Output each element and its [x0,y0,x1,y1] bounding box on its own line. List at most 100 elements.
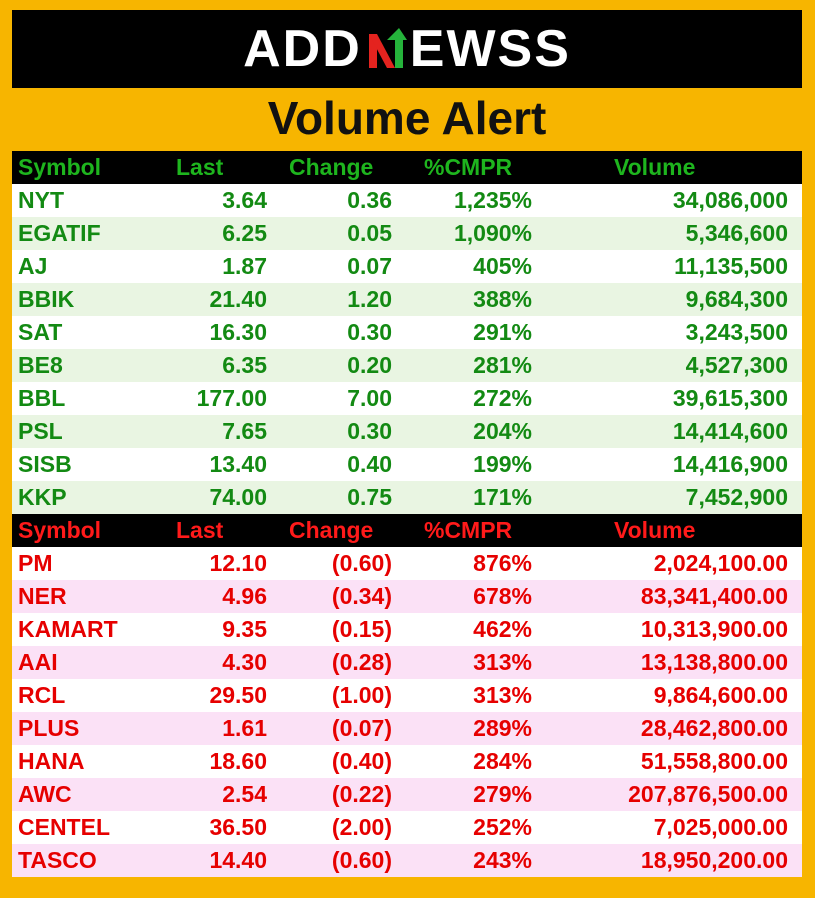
cell-change: (0.60) [331,550,392,576]
cell-change: 0.30 [347,418,392,444]
cell-volume: 7,025,000.00 [653,814,788,840]
cell-pct: 204% [473,418,532,444]
cell-symbol: TASCO [18,847,97,873]
page-title: Volume Alert [267,92,547,144]
cell-volume: 5,346,600 [685,220,788,246]
loser-row: KAMART 9.35 (0.15) 462% 10,313,900.00 [12,613,802,646]
cell-last: 13.40 [209,451,267,477]
cell-change: (1.00) [331,682,392,708]
losers-header-row: Symbol Last Change %CMPR Volume [12,514,802,547]
cell-symbol: SAT [18,319,63,345]
cell-volume: 2,024,100.00 [653,550,788,576]
loser-row: AAI 4.30 (0.28) 313% 13,138,800.00 [12,646,802,679]
cell-change: (0.15) [331,616,392,642]
cell-symbol: SISB [18,451,72,477]
logo-n-mark-icon [368,28,407,68]
loser-row: CENTEL 36.50 (2.00) 252% 7,025,000.00 [12,811,802,844]
cell-volume: 4,527,300 [685,352,788,378]
loser-row: AWC 2.54 (0.22) 279% 207,876,500.00 [12,778,802,811]
losers-section: Symbol Last Change %CMPR Volume PM 12.10 (… [12,514,802,877]
cell-symbol: BBL [18,385,66,411]
cell-symbol: AWC [18,781,72,807]
cell-change: 0.20 [347,352,392,378]
cell-last: 16.30 [209,319,267,345]
cell-volume: 13,138,800.00 [640,649,788,675]
loser-row: NER 4.96 (0.34) 678% 83,341,400.00 [12,580,802,613]
logo-bar: ADD EWSS [12,10,802,88]
gainer-row: AJ 1.87 0.07 405% 11,135,500 [12,250,802,283]
gainer-row: EGATIF 6.25 0.05 1,090% 5,346,600 [12,217,802,250]
cell-last: 14.40 [209,847,267,873]
cell-change: 0.05 [347,220,392,246]
cell-volume: 51,558,800.00 [640,748,788,774]
cell-pct: 1,235% [453,187,532,213]
cell-pct: 279% [473,781,532,807]
cell-change: (0.22) [331,781,392,807]
cell-pct: 1,090% [453,220,532,246]
header-symbol: Symbol [18,517,102,543]
cell-last: 36.50 [209,814,267,840]
cell-change: 0.75 [347,484,392,510]
logo-text-left: ADD [243,20,362,78]
gainer-row: SISB 13.40 0.40 199% 14,416,900 [12,448,802,481]
cell-symbol: BBIK [18,286,75,312]
cell-last: 2.54 [222,781,267,807]
cell-volume: 3,243,500 [685,319,788,345]
cell-last: 177.00 [196,385,267,411]
cell-volume: 207,876,500.00 [628,781,788,807]
cell-change: 7.00 [347,385,392,411]
cell-change: (0.60) [331,847,392,873]
gainer-row: BBIK 21.40 1.20 388% 9,684,300 [12,283,802,316]
cell-volume: 34,086,000 [672,187,788,213]
cell-last: 12.10 [209,550,267,576]
header-pct: %CMPR [424,154,513,180]
cell-symbol: RCL [18,682,66,708]
cell-symbol: AJ [18,253,48,279]
cell-volume: 83,341,400.00 [640,583,788,609]
cell-change: (0.07) [331,715,392,741]
cell-last: 7.65 [222,418,267,444]
cell-pct: 243% [473,847,532,873]
cell-volume: 39,615,300 [672,385,788,411]
loser-row: PM 12.10 (0.60) 876% 2,024,100.00 [12,547,802,580]
cell-pct: 284% [473,748,532,774]
cell-pct: 313% [473,682,532,708]
cell-change: 0.36 [347,187,392,213]
cell-change: (0.34) [331,583,392,609]
cell-last: 3.64 [222,187,267,213]
header-pct: %CMPR [424,517,513,543]
cell-last: 1.61 [222,715,267,741]
cell-symbol: HANA [18,748,85,774]
cell-volume: 9,684,300 [685,286,788,312]
cell-pct: 405% [473,253,532,279]
cell-change: 0.07 [347,253,392,279]
cell-pct: 272% [473,385,532,411]
header-volume: Volume [614,154,696,180]
loser-row: HANA 18.60 (0.40) 284% 51,558,800.00 [12,745,802,778]
cell-pct: 462% [473,616,532,642]
cell-symbol: AAI [18,649,58,675]
cell-change: (0.28) [331,649,392,675]
gainers-header-row: Symbol Last Change %CMPR Volume [12,151,802,184]
cell-volume: 10,313,900.00 [640,616,788,642]
cell-pct: 289% [473,715,532,741]
loser-row: RCL 29.50 (1.00) 313% 9,864,600.00 [12,679,802,712]
cell-last: 6.35 [222,352,267,378]
loser-row: TASCO 14.40 (0.60) 243% 18,950,200.00 [12,844,802,877]
cell-symbol: PM [18,550,53,576]
cell-pct: 291% [473,319,532,345]
gainer-row: BBL 177.00 7.00 272% 39,615,300 [12,382,802,415]
cell-pct: 199% [473,451,532,477]
cell-last: 4.96 [222,583,267,609]
cell-change: 1.20 [347,286,392,312]
cell-volume: 14,416,900 [672,451,788,477]
cell-change: (2.00) [331,814,392,840]
cell-volume: 11,135,500 [674,253,788,279]
cell-last: 21.40 [209,286,267,312]
cell-last: 4.30 [222,649,267,675]
cell-volume: 28,462,800.00 [640,715,788,741]
cell-symbol: PLUS [18,715,80,741]
cell-volume: 14,414,600 [672,418,788,444]
header-volume: Volume [614,517,696,543]
